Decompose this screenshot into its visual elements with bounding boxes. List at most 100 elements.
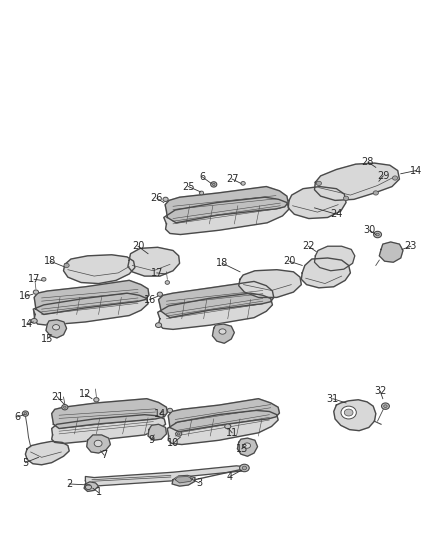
- Text: 22: 22: [302, 241, 314, 251]
- Text: 27: 27: [226, 174, 238, 184]
- Text: 26: 26: [151, 193, 163, 203]
- Text: 6: 6: [14, 412, 21, 422]
- Ellipse shape: [344, 409, 353, 416]
- Text: 1: 1: [95, 488, 102, 497]
- Polygon shape: [52, 415, 166, 443]
- Ellipse shape: [219, 329, 226, 334]
- Ellipse shape: [165, 280, 170, 285]
- Polygon shape: [167, 410, 278, 445]
- Polygon shape: [64, 255, 135, 284]
- Polygon shape: [148, 424, 166, 440]
- Text: 3: 3: [196, 478, 202, 488]
- Ellipse shape: [212, 183, 215, 185]
- Text: 14: 14: [410, 166, 422, 175]
- Ellipse shape: [85, 485, 92, 490]
- Polygon shape: [85, 466, 246, 486]
- Polygon shape: [168, 399, 279, 432]
- Ellipse shape: [242, 466, 247, 470]
- Ellipse shape: [22, 411, 28, 416]
- Ellipse shape: [376, 233, 379, 236]
- Polygon shape: [301, 258, 350, 288]
- Polygon shape: [175, 477, 193, 483]
- Ellipse shape: [225, 424, 231, 429]
- Polygon shape: [158, 293, 272, 329]
- Polygon shape: [25, 441, 69, 465]
- Ellipse shape: [176, 431, 182, 436]
- Text: 28: 28: [362, 157, 374, 167]
- Polygon shape: [164, 197, 289, 235]
- Text: 18: 18: [216, 259, 229, 268]
- Polygon shape: [87, 435, 110, 453]
- Ellipse shape: [381, 403, 389, 409]
- Polygon shape: [288, 187, 346, 219]
- Ellipse shape: [64, 263, 69, 268]
- Text: 9: 9: [148, 435, 154, 445]
- Text: 30: 30: [364, 225, 376, 235]
- Text: 20: 20: [283, 256, 295, 266]
- Polygon shape: [52, 399, 167, 429]
- Polygon shape: [314, 163, 399, 200]
- Text: 11: 11: [226, 428, 238, 438]
- Polygon shape: [159, 281, 274, 318]
- Ellipse shape: [64, 406, 66, 408]
- Text: 4: 4: [227, 472, 233, 481]
- Polygon shape: [172, 475, 195, 486]
- Text: 5: 5: [22, 458, 28, 467]
- Ellipse shape: [343, 196, 349, 200]
- Text: 31: 31: [327, 394, 339, 403]
- Ellipse shape: [62, 405, 68, 410]
- Text: 14: 14: [21, 319, 33, 329]
- Text: 17: 17: [151, 268, 163, 278]
- Ellipse shape: [341, 406, 357, 419]
- Polygon shape: [314, 246, 355, 271]
- Ellipse shape: [163, 197, 168, 201]
- Polygon shape: [379, 242, 403, 262]
- Ellipse shape: [33, 290, 39, 294]
- Text: 25: 25: [182, 182, 194, 191]
- Ellipse shape: [24, 413, 27, 415]
- Ellipse shape: [155, 322, 162, 327]
- Ellipse shape: [94, 398, 99, 402]
- Polygon shape: [128, 247, 180, 276]
- Ellipse shape: [53, 325, 60, 330]
- Ellipse shape: [374, 231, 381, 238]
- Ellipse shape: [384, 405, 387, 407]
- Ellipse shape: [177, 433, 180, 435]
- Ellipse shape: [240, 464, 249, 472]
- Text: 18: 18: [44, 256, 57, 266]
- Polygon shape: [165, 187, 288, 223]
- Polygon shape: [84, 482, 99, 491]
- Polygon shape: [34, 280, 149, 314]
- Text: 17: 17: [28, 274, 40, 284]
- Ellipse shape: [167, 408, 173, 413]
- Ellipse shape: [157, 292, 162, 296]
- Polygon shape: [237, 438, 258, 456]
- Text: 24: 24: [330, 209, 343, 219]
- Text: 14: 14: [154, 409, 166, 418]
- Text: 29: 29: [377, 171, 389, 181]
- Text: 21: 21: [51, 392, 63, 401]
- Polygon shape: [334, 400, 376, 431]
- Polygon shape: [212, 324, 234, 343]
- Ellipse shape: [211, 182, 217, 187]
- Text: 7: 7: [101, 450, 107, 460]
- Text: 16: 16: [144, 295, 156, 304]
- Ellipse shape: [94, 440, 102, 447]
- Polygon shape: [239, 270, 301, 297]
- Text: 6: 6: [199, 172, 205, 182]
- Text: 20: 20: [132, 241, 144, 251]
- Text: 16: 16: [19, 292, 32, 301]
- Polygon shape: [46, 320, 67, 338]
- Polygon shape: [33, 293, 148, 325]
- Ellipse shape: [42, 277, 46, 281]
- Text: 23: 23: [405, 241, 417, 251]
- Text: 2: 2: [66, 479, 72, 489]
- Text: 32: 32: [374, 386, 386, 396]
- Text: 15: 15: [236, 444, 248, 454]
- Ellipse shape: [199, 191, 204, 195]
- Ellipse shape: [316, 181, 321, 185]
- Text: 10: 10: [167, 439, 179, 448]
- Ellipse shape: [373, 191, 378, 195]
- Ellipse shape: [31, 318, 37, 323]
- Ellipse shape: [244, 443, 251, 448]
